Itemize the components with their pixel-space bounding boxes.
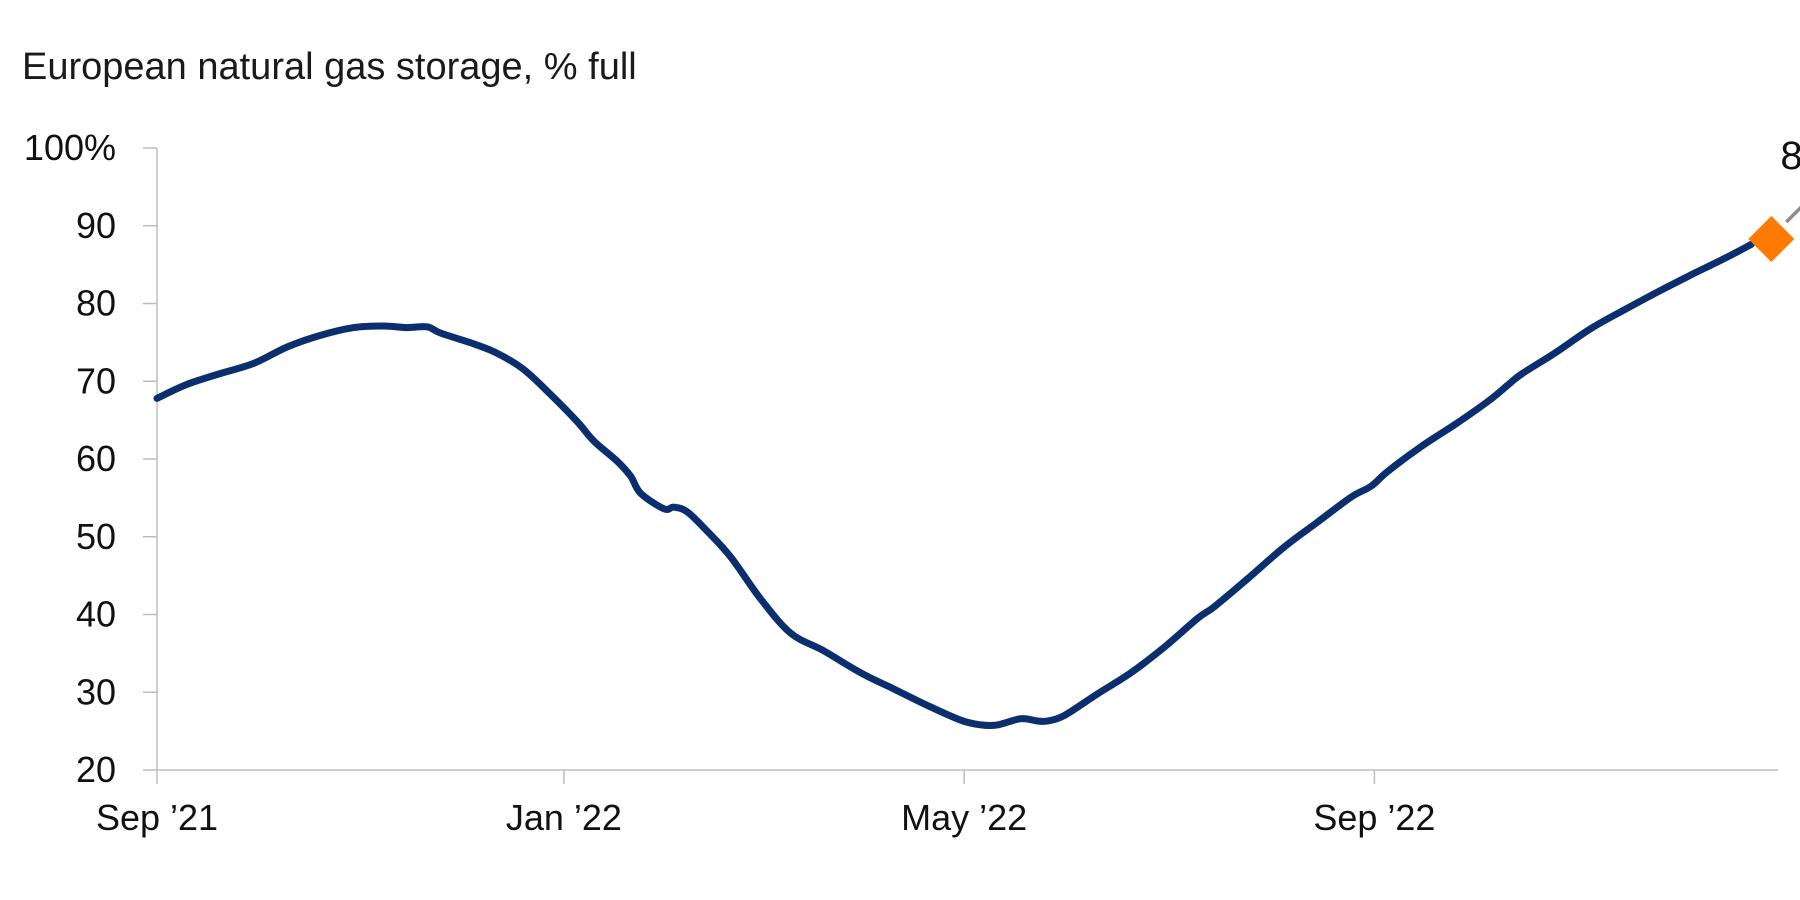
y-tick-label: 70 — [76, 360, 116, 401]
plot-series — [153, 240, 1755, 730]
x-tick-labels: Sep ’21 Jan ’22 May ’22 Sep ’22 — [96, 797, 1436, 838]
series-line — [153, 240, 1755, 730]
y-tick-label: 20 — [76, 749, 116, 790]
y-tick-label: 100% — [24, 127, 116, 168]
chart-title: European natural gas storage, % full — [22, 46, 637, 88]
y-tick-label: 90 — [76, 205, 116, 246]
callout-leader-line — [1785, 205, 1800, 224]
y-tick-label: 30 — [76, 671, 116, 712]
highlight-marker — [1748, 215, 1795, 262]
x-tick-label: May ’22 — [901, 797, 1027, 838]
axes — [143, 147, 1778, 784]
highlight-group: 88.3 — [1748, 134, 1800, 262]
x-tick-label: Jan ’22 — [506, 797, 622, 838]
y-tick-label: 50 — [76, 516, 116, 557]
y-tick-labels: 100% 90 80 70 60 50 40 30 20 — [24, 127, 116, 790]
y-tick-label: 80 — [76, 283, 116, 324]
x-tick-label: Sep ’22 — [1313, 797, 1435, 838]
x-tick-label: Sep ’21 — [96, 797, 218, 838]
y-tick-label: 40 — [76, 594, 116, 635]
y-tick-label: 60 — [76, 438, 116, 479]
highlight-value-label: 88.3 — [1780, 134, 1800, 178]
